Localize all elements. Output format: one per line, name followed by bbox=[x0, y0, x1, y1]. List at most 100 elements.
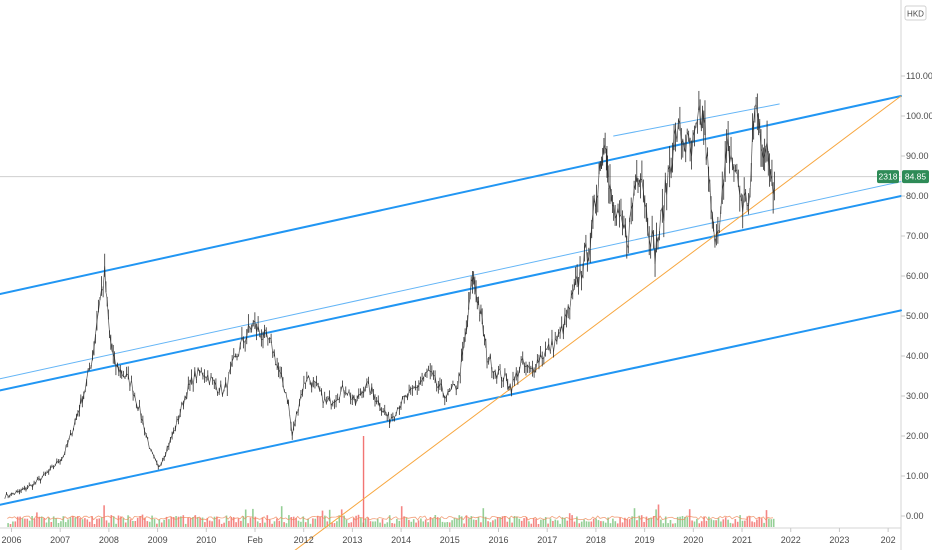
x-tick-label: 2006 bbox=[1, 535, 21, 545]
volume-bar bbox=[103, 505, 105, 527]
volume-bar bbox=[499, 517, 501, 527]
volume-bar bbox=[386, 522, 389, 527]
volume-bar bbox=[120, 516, 122, 527]
volume-bar bbox=[372, 521, 374, 527]
volume-bar bbox=[614, 521, 617, 527]
volume-bar bbox=[333, 523, 336, 527]
x-tick-label: 2009 bbox=[148, 535, 168, 545]
volume-bar bbox=[235, 522, 237, 527]
volume-bar bbox=[698, 523, 701, 527]
volume-bar bbox=[616, 523, 619, 527]
price-series bbox=[4, 90, 775, 499]
volume-bar bbox=[748, 516, 751, 527]
volume-bar bbox=[129, 519, 132, 527]
y-axis-ticks: 110.00 100.00 90.00 80.00 70.00 60.00 50.00 40.… bbox=[901, 71, 932, 555]
volume-bar bbox=[40, 516, 43, 527]
volume-bar bbox=[213, 516, 216, 527]
volume-bar bbox=[679, 516, 681, 527]
volume-bar bbox=[451, 520, 453, 527]
volume-bar bbox=[540, 519, 542, 527]
volume-bar bbox=[604, 522, 607, 527]
volume-bar bbox=[194, 515, 197, 527]
volume-bar bbox=[420, 518, 422, 527]
volume-bar bbox=[170, 516, 173, 527]
volume-bar bbox=[19, 516, 21, 527]
volume-bar bbox=[554, 519, 557, 527]
volume-bar bbox=[381, 519, 384, 527]
x-tick-label: 2013 bbox=[342, 535, 362, 545]
volume-bar bbox=[619, 517, 621, 527]
y-tick-label: 0.00 bbox=[906, 511, 924, 521]
volume-bar bbox=[204, 522, 206, 527]
volume-bar bbox=[388, 515, 391, 527]
volume-bar bbox=[276, 518, 278, 527]
volume-bar bbox=[662, 523, 665, 527]
volume-bar bbox=[168, 519, 170, 527]
volume-bar bbox=[621, 522, 624, 527]
volume-bar bbox=[583, 519, 585, 527]
volume-bar bbox=[576, 516, 578, 527]
volume-bar bbox=[660, 519, 662, 527]
currency-label: HKD bbox=[907, 10, 924, 19]
volume-bar bbox=[444, 522, 446, 527]
volume-bar bbox=[38, 516, 41, 527]
volume-bar bbox=[156, 523, 158, 527]
volume-bar bbox=[144, 517, 146, 527]
volume-bar bbox=[667, 523, 669, 527]
volume-bar bbox=[182, 515, 185, 527]
volume-bar bbox=[172, 517, 175, 527]
volume-bar bbox=[122, 518, 125, 527]
volume-bar bbox=[681, 516, 684, 527]
volume-bar bbox=[588, 521, 590, 527]
volume-bar bbox=[84, 518, 86, 527]
volume-bar bbox=[638, 515, 641, 527]
volume-bar bbox=[624, 517, 626, 527]
volume-bar bbox=[523, 518, 525, 527]
volume-bar bbox=[21, 518, 24, 527]
volume-bar bbox=[496, 517, 499, 527]
volume-bar bbox=[48, 517, 50, 527]
volume-bar bbox=[57, 523, 60, 527]
volume-bar bbox=[283, 522, 285, 527]
volume-bar bbox=[422, 521, 425, 527]
volume-bar bbox=[218, 519, 221, 527]
volume-bar bbox=[693, 521, 696, 527]
volume-bar bbox=[720, 521, 722, 527]
volume-bar bbox=[643, 522, 645, 527]
volume-bar bbox=[564, 518, 566, 527]
volume-bar bbox=[110, 515, 113, 527]
volume-bar bbox=[487, 521, 489, 527]
currency-badge[interactable]: HKD bbox=[904, 5, 927, 21]
x-tick-label: 2023 bbox=[829, 535, 849, 545]
volume-bar bbox=[228, 520, 230, 527]
drawn-trendlines[interactable] bbox=[0, 95, 902, 555]
volume-bar bbox=[741, 520, 744, 527]
volume-bar bbox=[28, 520, 31, 527]
volume-bar bbox=[403, 516, 405, 527]
volume-bar bbox=[264, 522, 266, 527]
volume-bar bbox=[501, 516, 504, 527]
volume-bar bbox=[91, 516, 93, 527]
x-tick-label: 2015 bbox=[440, 535, 460, 545]
x-tick-label: 2018 bbox=[586, 535, 606, 545]
volume-bar bbox=[220, 523, 223, 527]
volume-bar bbox=[520, 520, 523, 527]
volume-bar bbox=[86, 519, 89, 527]
x-tick-label: Feb bbox=[247, 535, 263, 545]
volume-bar bbox=[374, 521, 377, 527]
volume-bar bbox=[242, 516, 245, 527]
volume-bar bbox=[36, 512, 38, 527]
volume-bar bbox=[580, 521, 583, 527]
volume-bar bbox=[734, 519, 737, 527]
volume-bar bbox=[72, 516, 74, 527]
volume-bar bbox=[664, 516, 667, 527]
volume-bar bbox=[88, 521, 91, 527]
volume-bar bbox=[124, 522, 127, 527]
volume-bar bbox=[108, 522, 110, 527]
volume-bar bbox=[74, 517, 77, 527]
volume-bar bbox=[739, 515, 741, 527]
volume-bar bbox=[216, 516, 218, 527]
volume-bar bbox=[196, 517, 199, 527]
volume-bar bbox=[357, 514, 360, 527]
